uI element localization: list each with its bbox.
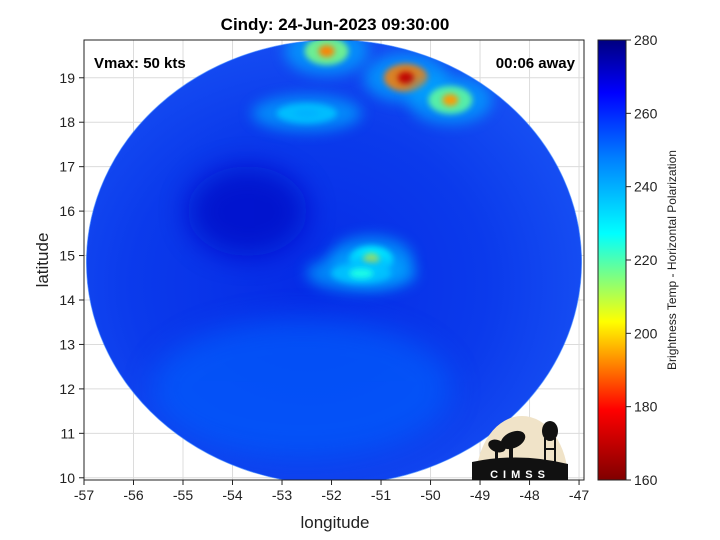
swath-footprint <box>86 40 582 480</box>
y-tick-label: 14 <box>59 292 75 308</box>
tb-feature <box>306 255 417 292</box>
satellite-dish-icon <box>488 430 526 460</box>
x-tick-label: -57 <box>74 487 94 503</box>
x-tick-label: -52 <box>321 487 341 503</box>
y-tick-label: 12 <box>59 381 75 397</box>
cimss-logo: CIMSS <box>472 416 568 481</box>
y-tick-label: 19 <box>59 70 75 86</box>
y-tick-label: 17 <box>59 159 75 175</box>
warm-southern-region <box>151 318 452 459</box>
logo-text: CIMSS <box>490 469 550 481</box>
vmax-annotation: Vmax: 50 kts <box>94 55 186 72</box>
colorbar-label: Brightness Temp - Horizontal Polarizatio… <box>665 150 679 370</box>
swath-edge <box>86 40 582 480</box>
colorbar-tick-label: 260 <box>634 105 658 121</box>
colorbar-tick-label: 160 <box>634 472 658 488</box>
plot-frame <box>83 39 585 481</box>
swath-image <box>86 40 582 480</box>
colorbar-tick-label: 280 <box>634 32 658 48</box>
x-tick-label: -47 <box>569 487 589 503</box>
y-tick-label: 13 <box>59 336 75 352</box>
x-tick-label: -48 <box>519 487 539 503</box>
colorbar-tick-label: 200 <box>634 325 658 341</box>
colorbar: 160 180 200 220 240 260 280 Brightness Temp - … <box>597 32 679 488</box>
x-axis: -57 -56 -55 -54 -53 -52 -51 -50 -49 -48 -47 <box>74 480 589 503</box>
y-axis-label: latitude <box>33 233 52 288</box>
colorbar-tick-label: 180 <box>634 399 658 415</box>
y-tick-label: 11 <box>60 425 75 441</box>
tb-feature <box>187 166 308 257</box>
colorbar-gradient <box>597 39 627 481</box>
tb-feature <box>408 76 493 124</box>
colorbar-ticks: 160 180 200 220 240 260 280 <box>626 32 658 488</box>
y-tick-label: 15 <box>59 248 75 264</box>
tb-feature <box>251 95 362 132</box>
time-offset-annotation: 00:06 away <box>496 55 576 72</box>
x-tick-label: -53 <box>272 487 292 503</box>
water-tower-icon <box>542 421 558 462</box>
logo-hill <box>472 457 568 480</box>
colorbar-tick-label: 220 <box>634 252 658 268</box>
chart-title: Cindy: 24-Jun-2023 09:30:00 <box>221 15 450 34</box>
y-axis: 10 11 12 13 14 15 16 17 18 19 <box>59 70 84 486</box>
x-tick-label: -56 <box>123 487 143 503</box>
colorbar-tick-label: 240 <box>634 179 658 195</box>
x-tick-label: -54 <box>222 487 242 503</box>
x-tick-label: -50 <box>420 487 440 503</box>
tb-feature <box>284 40 369 76</box>
y-tick-label: 10 <box>59 470 75 486</box>
x-tick-label: -49 <box>470 487 490 503</box>
x-axis-label: longitude <box>300 513 369 532</box>
y-tick-label: 18 <box>59 114 75 130</box>
plot-area <box>84 40 584 480</box>
y-tick-label: 16 <box>59 203 75 219</box>
x-tick-label: -55 <box>173 487 193 503</box>
x-tick-label: -51 <box>371 487 391 503</box>
